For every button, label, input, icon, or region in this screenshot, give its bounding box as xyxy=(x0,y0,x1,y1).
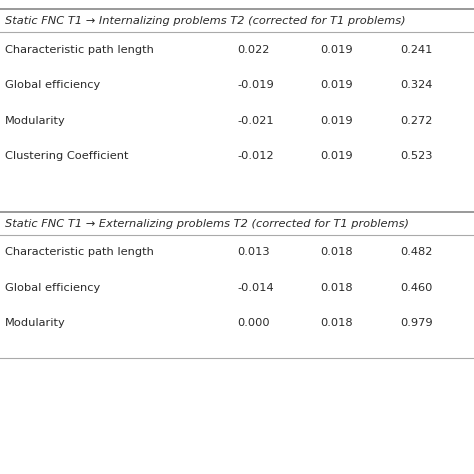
Text: Characteristic path length: Characteristic path length xyxy=(5,247,154,257)
Text: Modularity: Modularity xyxy=(5,318,65,328)
Text: 0.019: 0.019 xyxy=(320,116,353,126)
Text: Clustering Coefficient: Clustering Coefficient xyxy=(5,151,128,162)
Text: Global efficiency: Global efficiency xyxy=(5,80,100,91)
Text: 0.018: 0.018 xyxy=(320,247,353,257)
Text: Modularity: Modularity xyxy=(5,116,65,126)
Text: 0.460: 0.460 xyxy=(401,283,433,293)
Text: 0.000: 0.000 xyxy=(237,318,270,328)
Text: -0.019: -0.019 xyxy=(237,80,274,91)
Text: 0.979: 0.979 xyxy=(401,318,433,328)
Text: 0.019: 0.019 xyxy=(320,151,353,162)
Text: 0.241: 0.241 xyxy=(401,45,433,55)
Text: 0.482: 0.482 xyxy=(401,247,433,257)
Text: 0.324: 0.324 xyxy=(401,80,433,91)
Text: -0.021: -0.021 xyxy=(237,116,273,126)
Text: 0.019: 0.019 xyxy=(320,45,353,55)
Text: Static FNC T1 → Externalizing problems T2 (corrected for T1 problems): Static FNC T1 → Externalizing problems T… xyxy=(5,219,409,229)
Text: -0.014: -0.014 xyxy=(237,283,273,293)
Text: 0.019: 0.019 xyxy=(320,80,353,91)
Text: -0.012: -0.012 xyxy=(237,151,273,162)
Text: 0.013: 0.013 xyxy=(237,247,270,257)
Text: Static FNC T1 → Internalizing problems T2 (corrected for T1 problems): Static FNC T1 → Internalizing problems T… xyxy=(5,16,405,27)
Text: 0.523: 0.523 xyxy=(401,151,433,162)
Text: 0.272: 0.272 xyxy=(401,116,433,126)
Text: Global efficiency: Global efficiency xyxy=(5,283,100,293)
Text: 0.018: 0.018 xyxy=(320,318,353,328)
Text: 0.018: 0.018 xyxy=(320,283,353,293)
Text: 0.022: 0.022 xyxy=(237,45,269,55)
Text: Characteristic path length: Characteristic path length xyxy=(5,45,154,55)
